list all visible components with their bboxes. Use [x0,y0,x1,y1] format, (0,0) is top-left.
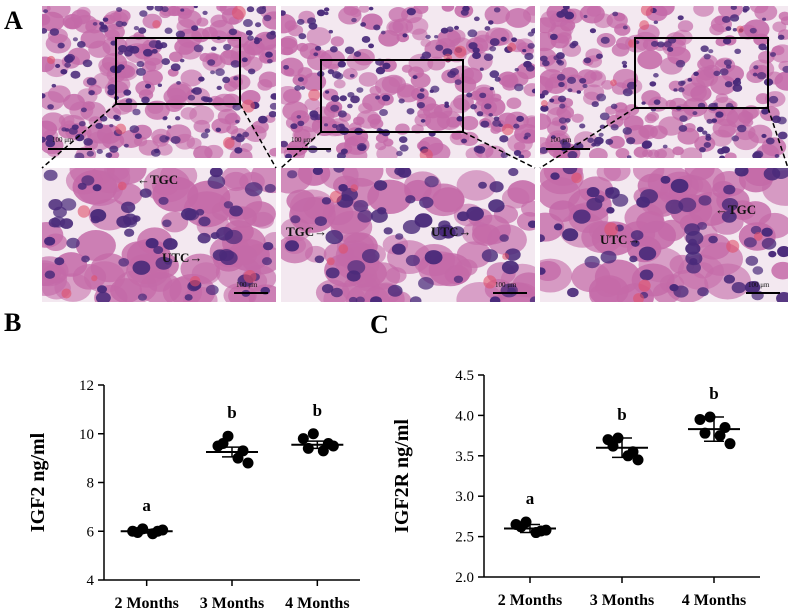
y-tick-label: 10 [79,427,94,443]
y-tick-label: 2.5 [455,530,474,546]
data-point [535,525,547,537]
panel-letter-b: B [4,308,22,337]
cell-label-utc: UTC→ [600,232,641,247]
scale-label: 100 μm [236,281,258,289]
data-point [714,430,726,442]
scale-label: 100 μm [52,136,74,144]
scale-label: 100 μm [495,281,517,289]
y-axis-label: IGF2R ng/ml [391,419,413,533]
significance-letter: b [617,405,626,424]
data-point [719,422,731,434]
scale-bar [493,292,527,294]
connector-line [767,107,789,169]
panel-letter-c: C [370,310,389,339]
y-tick-label: 4.5 [455,368,474,384]
cell-label-utc: UTC→ [162,250,203,265]
connector-line [41,103,117,169]
micrograph-top1 [42,6,276,158]
scale-bar [546,148,590,150]
significance-letter: a [526,489,535,508]
x-tick-label: 4 Months [682,592,746,609]
scale-label: 100 μm [291,136,313,144]
connector-line [239,103,277,169]
data-point [297,433,309,445]
significance-letter: b [709,384,718,403]
y-tick-label: 2.0 [455,570,474,586]
micrograph-bot3 [540,168,788,302]
scale-bar [287,148,331,150]
micrograph-top3 [540,6,788,158]
y-tick-label: 6 [87,524,95,540]
data-point [627,446,639,458]
cell-label-tgc: ←TGC [137,172,179,187]
cell-label-tgc: ←TGC [715,202,757,217]
significance-letter: b [227,403,236,422]
data-point [237,445,249,457]
inset-overlay [41,37,789,169]
data-point [607,440,619,452]
y-axis-label: IGF2 ng/ml [27,432,49,532]
cell-label-utc: UTC→ [431,224,472,239]
y-tick-label: 4 [87,573,95,589]
data-point [307,428,319,440]
y-tick-label: 4.0 [455,408,474,424]
x-tick-label: 2 Months [498,592,562,609]
x-tick-label: 4 Months [285,595,349,612]
y-tick-label: 8 [87,476,95,492]
scale-label: 100 μm [748,281,770,289]
data-point [217,438,229,449]
significance-letter: b [313,401,322,420]
data-point [699,427,711,439]
data-point [242,457,254,469]
x-tick-label: 3 Months [590,592,654,609]
data-point [632,454,644,466]
scale-bar [746,292,780,294]
connector-line [462,131,536,169]
inset-box [320,59,464,133]
cell-label-tgc: TGC→ [286,224,328,239]
micrograph-bot2 [281,168,535,302]
scale-bar [48,148,92,150]
data-point [694,413,706,425]
micrograph-top2 [281,6,535,158]
scale-label: 100 μm [550,136,572,144]
significance-letter: a [142,496,151,515]
connector-line [539,107,636,169]
connector-line [280,131,322,169]
inset-box [115,37,241,105]
y-tick-label: 12 [79,378,94,394]
x-tick-label: 3 Months [200,595,264,612]
scale-bar [234,292,268,294]
y-tick-label: 3.5 [455,449,474,465]
data-point [515,521,527,533]
x-tick-label: 2 Months [114,595,178,612]
inset-box [634,37,769,109]
data-point [724,438,736,450]
y-tick-label: 3.0 [455,489,474,505]
panel-letter-a: A [4,6,23,35]
